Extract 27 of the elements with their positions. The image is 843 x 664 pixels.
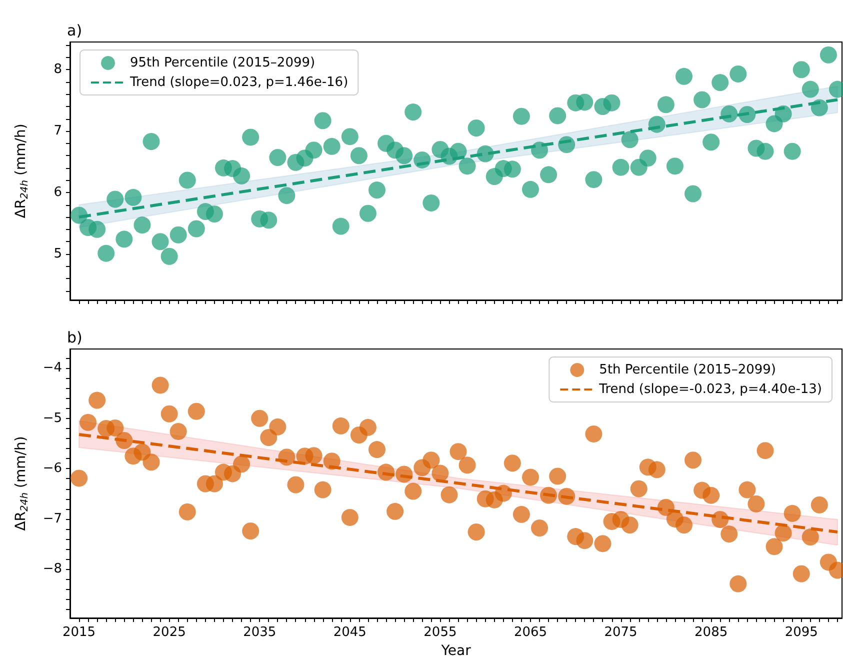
y-tick-label: 7	[54, 124, 62, 139]
y-tick-label: −4	[42, 360, 62, 376]
legend-label: Trend (slope=0.023, p=1.46e-16)	[129, 75, 348, 90]
y-tick-label: 5	[54, 246, 62, 262]
x-tick-label: 2035	[243, 625, 276, 640]
y-axis-title: ΔR24h (mm/h)	[13, 124, 30, 218]
y-tick-label: 6	[54, 185, 62, 200]
chart-title: a)	[67, 22, 82, 40]
legend-label: 5th Percentile (2015–2099)	[599, 362, 776, 378]
x-tick-label: 2075	[604, 625, 638, 640]
y-tick-label: 8	[54, 62, 62, 78]
y-tick-label: −8	[42, 562, 62, 577]
y-tick-label: −5	[42, 410, 62, 426]
x-tick-label: 2085	[694, 625, 728, 640]
legend-label: Trend (slope=-0.023, p=4.40e-13)	[598, 382, 822, 397]
x-axis-title: Year	[440, 642, 472, 659]
y-tick-label: −6	[42, 461, 62, 476]
x-tick-label: 2045	[333, 625, 366, 640]
y-tick-label: −7	[42, 511, 62, 526]
x-tick-label: 2065	[514, 625, 548, 640]
x-tick-label: 2055	[424, 625, 457, 640]
x-tick-label: 2015	[62, 625, 96, 640]
chart-title: b)	[67, 328, 82, 346]
x-tick-label: 2095	[784, 625, 818, 640]
legend-label: 95th Percentile (2015–2099)	[130, 56, 316, 70]
x-tick-label: 2025	[152, 625, 186, 640]
y-axis-title: ΔR24h (mm/h)	[13, 436, 30, 531]
